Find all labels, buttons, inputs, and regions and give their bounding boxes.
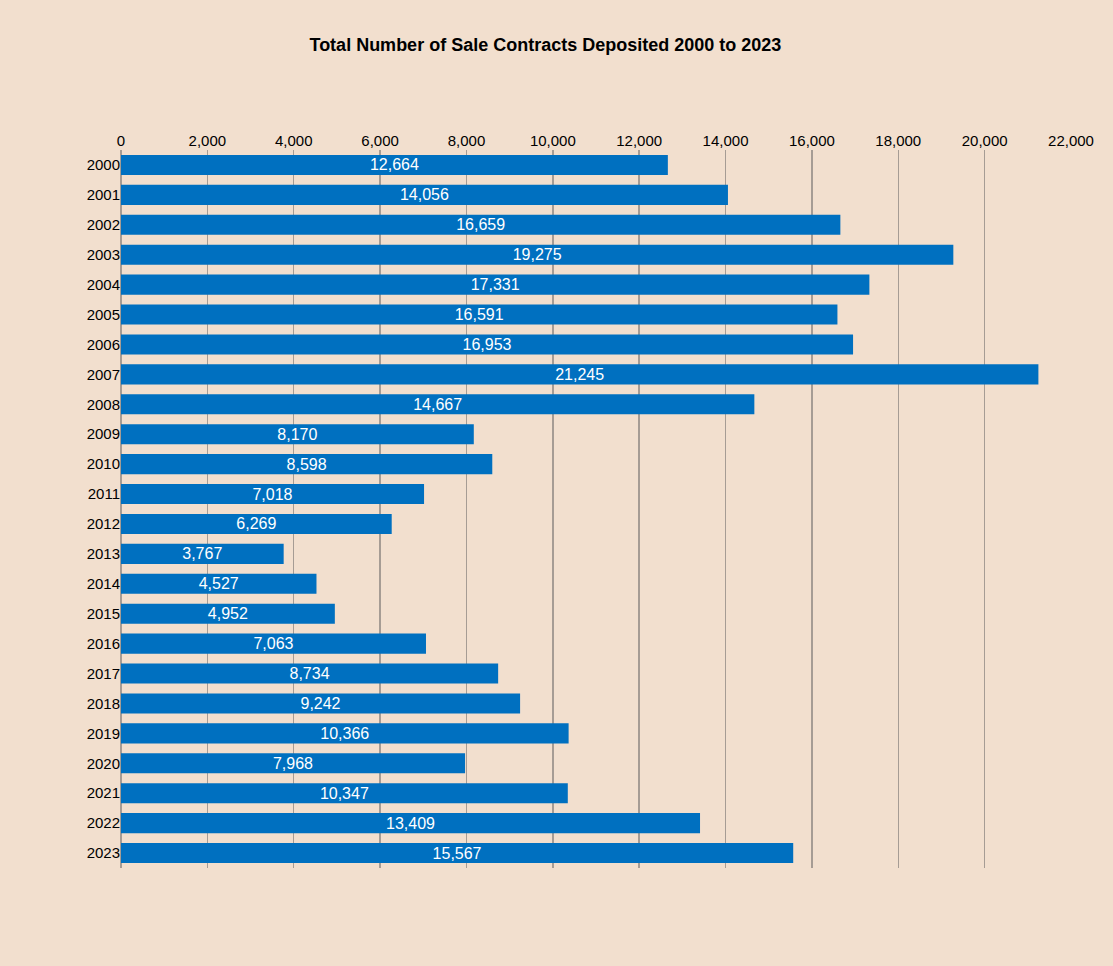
svg-text:10,347: 10,347 — [320, 785, 369, 802]
svg-text:7,968: 7,968 — [273, 755, 313, 772]
svg-text:8,170: 8,170 — [277, 426, 317, 443]
svg-text:16,659: 16,659 — [456, 216, 505, 233]
svg-text:2011: 2011 — [88, 485, 120, 502]
svg-text:2013: 2013 — [87, 545, 120, 562]
svg-text:7,018: 7,018 — [252, 486, 292, 503]
svg-text:2018: 2018 — [87, 695, 120, 712]
svg-text:12,664: 12,664 — [370, 156, 419, 173]
svg-text:2010: 2010 — [87, 455, 120, 472]
svg-text:14,667: 14,667 — [413, 396, 462, 413]
svg-text:12,000: 12,000 — [616, 132, 662, 149]
svg-text:9,242: 9,242 — [300, 695, 340, 712]
svg-text:0: 0 — [117, 132, 125, 149]
svg-text:22,000: 22,000 — [1048, 132, 1094, 149]
svg-text:17,331: 17,331 — [471, 276, 520, 293]
svg-text:18,000: 18,000 — [875, 132, 921, 149]
svg-text:2,000: 2,000 — [189, 132, 227, 149]
svg-text:8,000: 8,000 — [448, 132, 486, 149]
svg-text:2003: 2003 — [87, 246, 120, 263]
svg-text:13,409: 13,409 — [386, 815, 435, 832]
svg-text:2019: 2019 — [87, 725, 120, 742]
svg-text:10,000: 10,000 — [530, 132, 576, 149]
svg-text:2021: 2021 — [87, 784, 120, 801]
svg-text:2002: 2002 — [87, 216, 120, 233]
svg-text:2012: 2012 — [87, 515, 120, 532]
svg-text:2014: 2014 — [87, 575, 120, 592]
svg-text:16,953: 16,953 — [463, 336, 512, 353]
svg-text:21,245: 21,245 — [555, 366, 604, 383]
svg-text:Total Number of Sale Contracts: Total Number of Sale Contracts Deposited… — [309, 35, 781, 55]
svg-text:2017: 2017 — [87, 665, 120, 682]
svg-text:6,269: 6,269 — [236, 515, 276, 532]
svg-text:20,000: 20,000 — [962, 132, 1008, 149]
svg-text:2022: 2022 — [87, 814, 120, 831]
svg-text:2015: 2015 — [87, 605, 120, 622]
svg-text:19,275: 19,275 — [513, 246, 562, 263]
svg-text:8,598: 8,598 — [287, 456, 327, 473]
svg-text:7,063: 7,063 — [253, 635, 293, 652]
svg-text:4,000: 4,000 — [275, 132, 313, 149]
svg-text:4,952: 4,952 — [208, 605, 248, 622]
svg-text:14,056: 14,056 — [400, 186, 449, 203]
svg-text:2009: 2009 — [87, 425, 120, 442]
svg-text:3,767: 3,767 — [182, 545, 222, 562]
svg-text:2007: 2007 — [87, 366, 120, 383]
svg-text:15,567: 15,567 — [433, 845, 482, 862]
svg-text:16,000: 16,000 — [789, 132, 835, 149]
svg-text:2000: 2000 — [87, 156, 120, 173]
svg-text:2001: 2001 — [87, 186, 120, 203]
svg-text:2004: 2004 — [87, 276, 120, 293]
svg-text:6,000: 6,000 — [361, 132, 399, 149]
svg-text:16,591: 16,591 — [455, 306, 504, 323]
svg-text:10,366: 10,366 — [320, 725, 369, 742]
svg-text:2016: 2016 — [87, 635, 120, 652]
svg-text:2005: 2005 — [87, 306, 120, 323]
svg-text:14,000: 14,000 — [703, 132, 749, 149]
svg-text:4,527: 4,527 — [199, 575, 239, 592]
svg-text:2023: 2023 — [87, 844, 120, 861]
svg-text:2006: 2006 — [87, 336, 120, 353]
svg-text:2008: 2008 — [87, 396, 120, 413]
svg-text:8,734: 8,734 — [290, 665, 330, 682]
svg-text:2020: 2020 — [87, 755, 120, 772]
